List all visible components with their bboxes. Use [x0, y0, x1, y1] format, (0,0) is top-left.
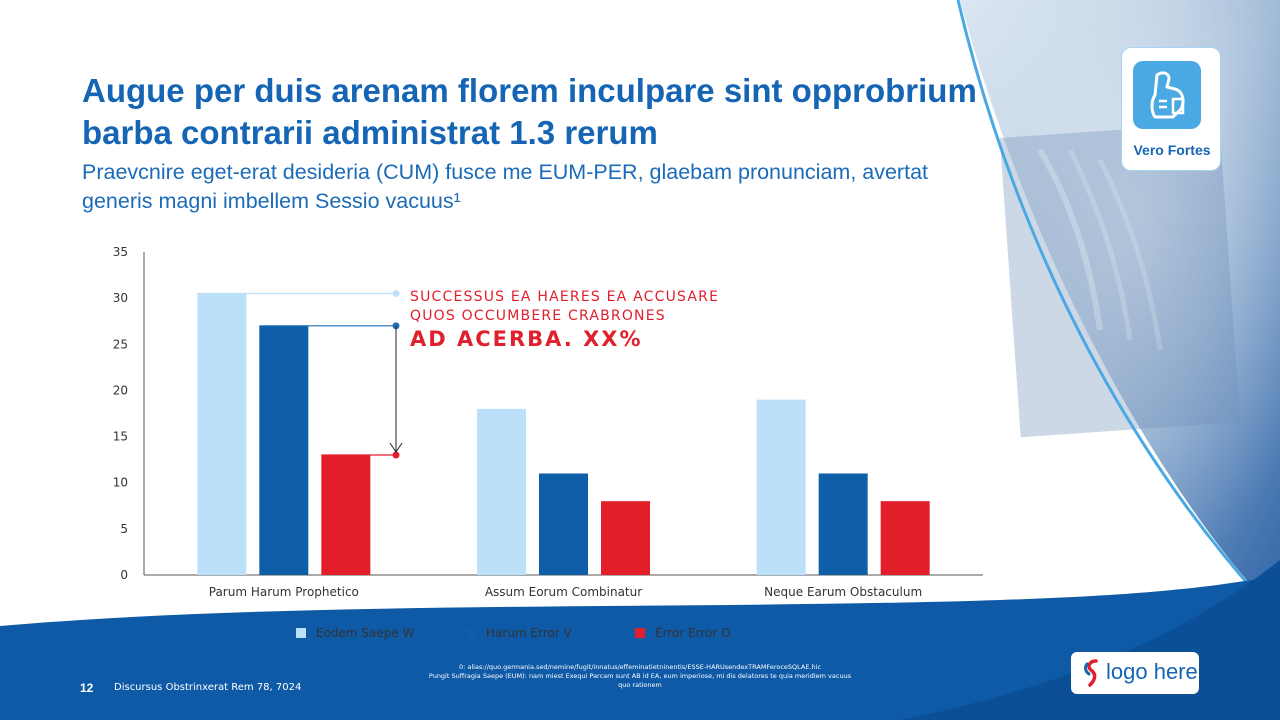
y-tick-label: 20 — [113, 383, 128, 397]
company-logo: logo here — [1071, 652, 1199, 694]
bar — [880, 501, 930, 575]
slide-title: Augue per duis arenam florem inculpare s… — [82, 72, 977, 151]
bar — [477, 408, 526, 575]
legend-label: Eodem Saepe W — [316, 625, 415, 640]
annotation-text: SUCCESSUS EA HAERES EA ACCUSARE QUOS OCC… — [410, 288, 719, 326]
bar — [259, 325, 309, 575]
y-tick-label: 35 — [113, 245, 128, 259]
annotation-dot — [392, 290, 400, 298]
legend-item: Eodem Saepe W — [296, 624, 414, 642]
legend-label: Harum Error V — [486, 625, 572, 640]
footnote-line-2: Pungit Suffragia Saepe (EUM): nam miest … — [428, 672, 852, 680]
footnote-line-1: 0: alias://quo.germania.sed/nemine/fugit… — [458, 663, 822, 671]
annotation-line-2: QUOS OCCUMBERE CRABRONES — [410, 308, 666, 324]
vero-fortes-badge: Vero Fortes — [1121, 47, 1221, 171]
legend-swatch — [466, 627, 476, 638]
logo-text: logo here — [1106, 659, 1198, 684]
annotation-arrowhead — [389, 442, 403, 453]
y-tick-label: 15 — [113, 430, 128, 444]
legend-item: Error Error O — [635, 624, 731, 642]
logo-mark-icon — [1084, 659, 1098, 687]
y-tick-label: 10 — [113, 476, 128, 490]
annotation-line-1: SUCCESSUS EA HAERES EA ACCUSARE — [410, 289, 720, 305]
x-category-label: Assum Eorum Combinatur — [485, 585, 642, 599]
bar — [321, 455, 371, 575]
legend-swatch — [635, 627, 645, 638]
flexed-arm-icon — [1133, 61, 1201, 129]
legend-swatch — [296, 627, 306, 638]
bar — [197, 293, 247, 575]
badge-label: Vero Fortes — [1133, 142, 1211, 158]
annotation-value: AD ACERBA. XX% — [410, 327, 643, 351]
footer-text: Discursus Obstrinxerat Rem 78, 7024 — [114, 682, 302, 693]
annotation-dot — [392, 451, 400, 459]
y-tick-label: 5 — [120, 522, 128, 536]
bar — [601, 501, 650, 575]
bar — [818, 473, 868, 575]
slide-subtitle: Praevcnire eget-erat desideria (CUM) fus… — [82, 160, 928, 213]
y-tick-label: 0 — [120, 568, 128, 582]
footnote-line-3: quo rationem — [618, 681, 662, 689]
y-tick-label: 25 — [113, 337, 128, 351]
legend-item: Harum Error V — [466, 624, 572, 642]
bar — [756, 399, 806, 575]
y-tick-label: 30 — [113, 291, 128, 305]
legend-label: Error Error O — [655, 625, 731, 640]
footnote: 0: alias://quo.germania.sed/nemine/fugit… — [380, 663, 900, 690]
bar — [539, 473, 588, 575]
x-category-label: Neque Earum Obstaculum — [764, 585, 922, 599]
page-number: 12 — [80, 681, 94, 695]
x-category-label: Parum Harum Prophetico — [209, 585, 359, 599]
